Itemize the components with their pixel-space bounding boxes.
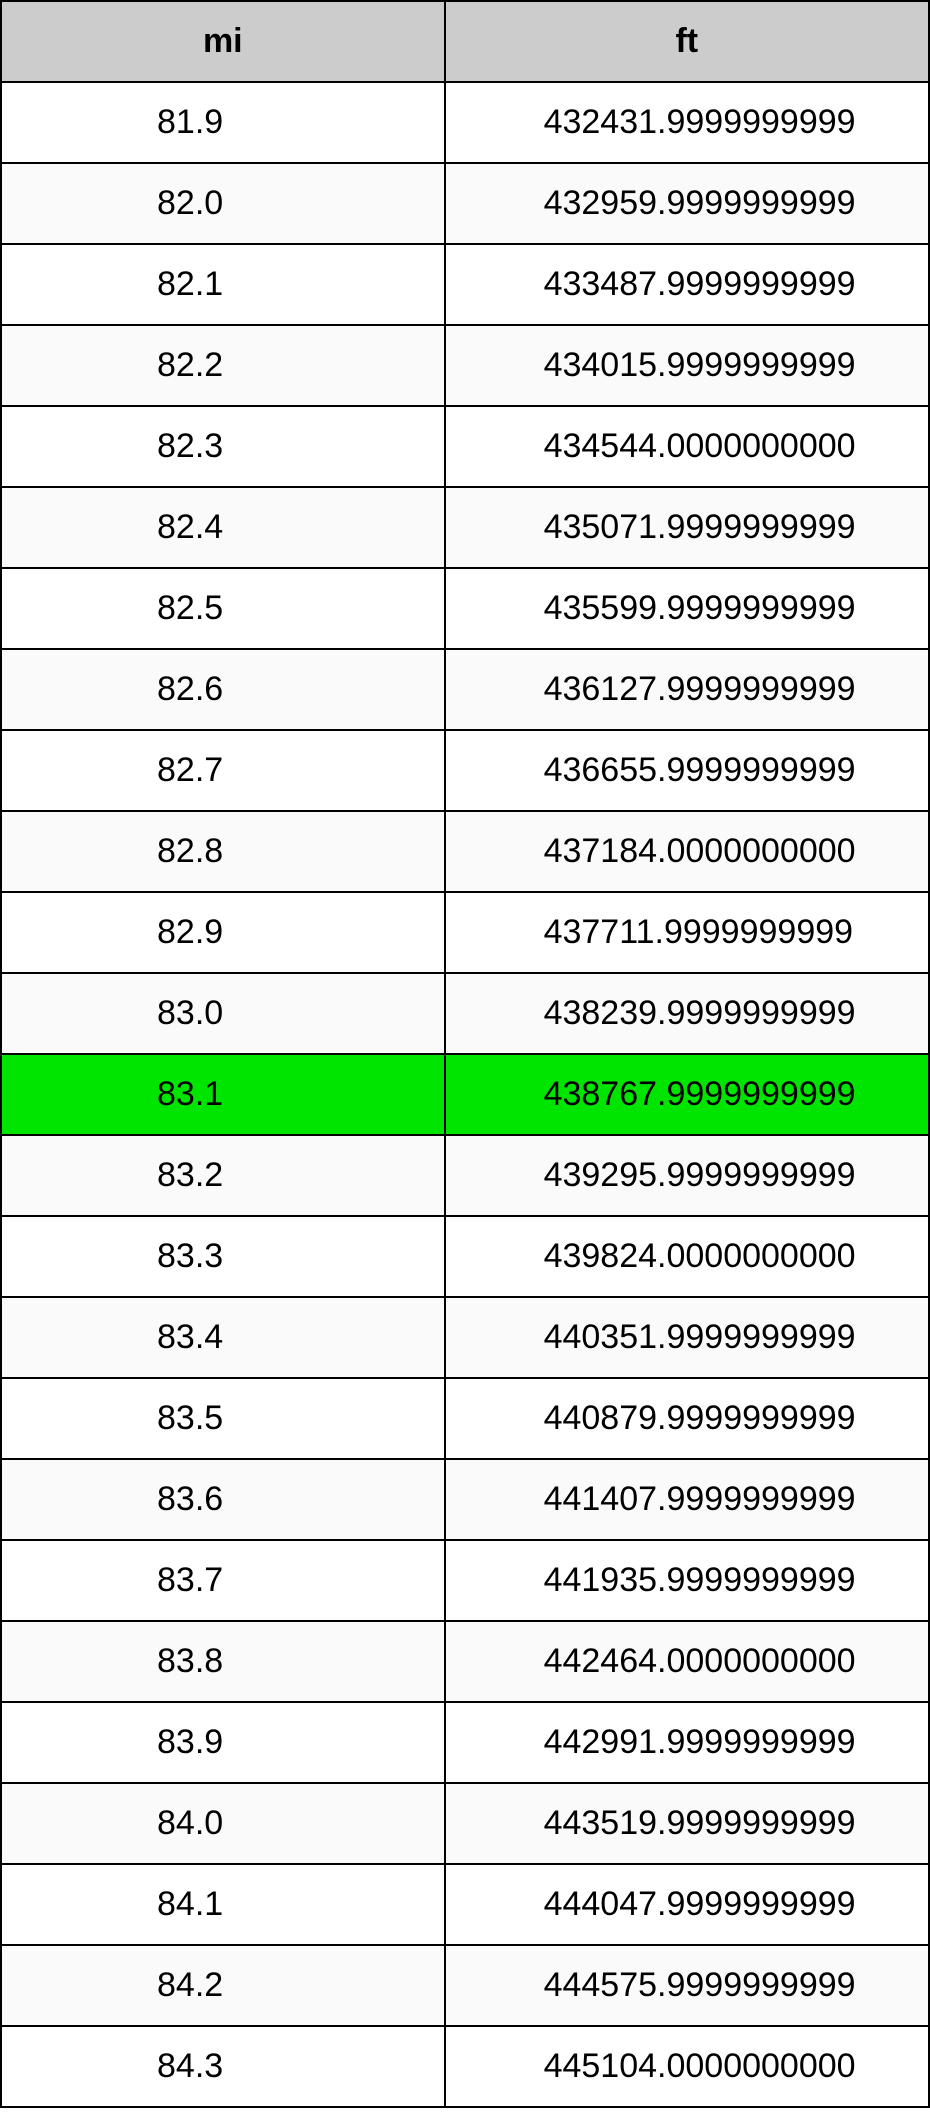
table-header-row: mi ft — [1, 1, 929, 82]
table-row: 83.2439295.9999999999 — [1, 1135, 929, 1216]
cell-ft: 442991.9999999999 — [445, 1702, 929, 1783]
cell-mi: 82.6 — [1, 649, 445, 730]
table-row: 84.2444575.9999999999 — [1, 1945, 929, 2026]
table-row: 83.5440879.9999999999 — [1, 1378, 929, 1459]
table-row: 82.5435599.9999999999 — [1, 568, 929, 649]
cell-mi: 82.1 — [1, 244, 445, 325]
cell-mi: 84.3 — [1, 2026, 445, 2107]
cell-mi: 83.3 — [1, 1216, 445, 1297]
table-row: 82.1433487.9999999999 — [1, 244, 929, 325]
cell-ft: 437184.0000000000 — [445, 811, 929, 892]
cell-ft: 432431.9999999999 — [445, 82, 929, 163]
cell-mi: 82.8 — [1, 811, 445, 892]
conversion-table-container: mi ft 81.9432431.999999999982.0432959.99… — [0, 0, 930, 2108]
table-row: 83.6441407.9999999999 — [1, 1459, 929, 1540]
cell-mi: 84.1 — [1, 1864, 445, 1945]
cell-mi: 83.5 — [1, 1378, 445, 1459]
cell-mi: 84.2 — [1, 1945, 445, 2026]
cell-mi: 82.3 — [1, 406, 445, 487]
table-row: 82.0432959.9999999999 — [1, 163, 929, 244]
cell-ft: 444575.9999999999 — [445, 1945, 929, 2026]
cell-mi: 82.5 — [1, 568, 445, 649]
cell-ft: 437711.9999999999 — [445, 892, 929, 973]
cell-mi: 83.8 — [1, 1621, 445, 1702]
cell-ft: 440351.9999999999 — [445, 1297, 929, 1378]
cell-ft: 434544.0000000000 — [445, 406, 929, 487]
cell-ft: 445104.0000000000 — [445, 2026, 929, 2107]
table-row: 83.1438767.9999999999 — [1, 1054, 929, 1135]
table-row: 84.0443519.9999999999 — [1, 1783, 929, 1864]
table-row: 82.2434015.9999999999 — [1, 325, 929, 406]
table-row: 83.7441935.9999999999 — [1, 1540, 929, 1621]
cell-ft: 436655.9999999999 — [445, 730, 929, 811]
cell-mi: 84.0 — [1, 1783, 445, 1864]
table-row: 82.7436655.9999999999 — [1, 730, 929, 811]
table-row: 83.9442991.9999999999 — [1, 1702, 929, 1783]
cell-mi: 82.2 — [1, 325, 445, 406]
cell-mi: 83.1 — [1, 1054, 445, 1135]
table-row: 84.1444047.9999999999 — [1, 1864, 929, 1945]
cell-ft: 442464.0000000000 — [445, 1621, 929, 1702]
table-row: 81.9432431.9999999999 — [1, 82, 929, 163]
cell-mi: 83.4 — [1, 1297, 445, 1378]
column-header-mi: mi — [1, 1, 445, 82]
cell-ft: 438239.9999999999 — [445, 973, 929, 1054]
cell-mi: 82.0 — [1, 163, 445, 244]
cell-mi: 82.7 — [1, 730, 445, 811]
table-row: 82.4435071.9999999999 — [1, 487, 929, 568]
cell-mi: 83.0 — [1, 973, 445, 1054]
cell-ft: 441935.9999999999 — [445, 1540, 929, 1621]
table-row: 83.8442464.0000000000 — [1, 1621, 929, 1702]
column-header-ft: ft — [445, 1, 929, 82]
cell-ft: 444047.9999999999 — [445, 1864, 929, 1945]
table-row: 82.6436127.9999999999 — [1, 649, 929, 730]
cell-ft: 439295.9999999999 — [445, 1135, 929, 1216]
cell-mi: 83.9 — [1, 1702, 445, 1783]
cell-ft: 439824.0000000000 — [445, 1216, 929, 1297]
cell-ft: 441407.9999999999 — [445, 1459, 929, 1540]
conversion-table: mi ft 81.9432431.999999999982.0432959.99… — [0, 0, 930, 2108]
table-row: 84.3445104.0000000000 — [1, 2026, 929, 2107]
table-row: 83.0438239.9999999999 — [1, 973, 929, 1054]
cell-ft: 433487.9999999999 — [445, 244, 929, 325]
table-row: 83.4440351.9999999999 — [1, 1297, 929, 1378]
table-row: 82.8437184.0000000000 — [1, 811, 929, 892]
cell-mi: 81.9 — [1, 82, 445, 163]
cell-ft: 436127.9999999999 — [445, 649, 929, 730]
cell-ft: 434015.9999999999 — [445, 325, 929, 406]
cell-mi: 83.7 — [1, 1540, 445, 1621]
cell-ft: 432959.9999999999 — [445, 163, 929, 244]
cell-mi: 82.9 — [1, 892, 445, 973]
table-row: 83.3439824.0000000000 — [1, 1216, 929, 1297]
cell-ft: 435071.9999999999 — [445, 487, 929, 568]
cell-mi: 82.4 — [1, 487, 445, 568]
cell-ft: 443519.9999999999 — [445, 1783, 929, 1864]
table-row: 82.9437711.9999999999 — [1, 892, 929, 973]
table-row: 82.3434544.0000000000 — [1, 406, 929, 487]
cell-mi: 83.2 — [1, 1135, 445, 1216]
cell-ft: 438767.9999999999 — [445, 1054, 929, 1135]
cell-mi: 83.6 — [1, 1459, 445, 1540]
cell-ft: 435599.9999999999 — [445, 568, 929, 649]
cell-ft: 440879.9999999999 — [445, 1378, 929, 1459]
